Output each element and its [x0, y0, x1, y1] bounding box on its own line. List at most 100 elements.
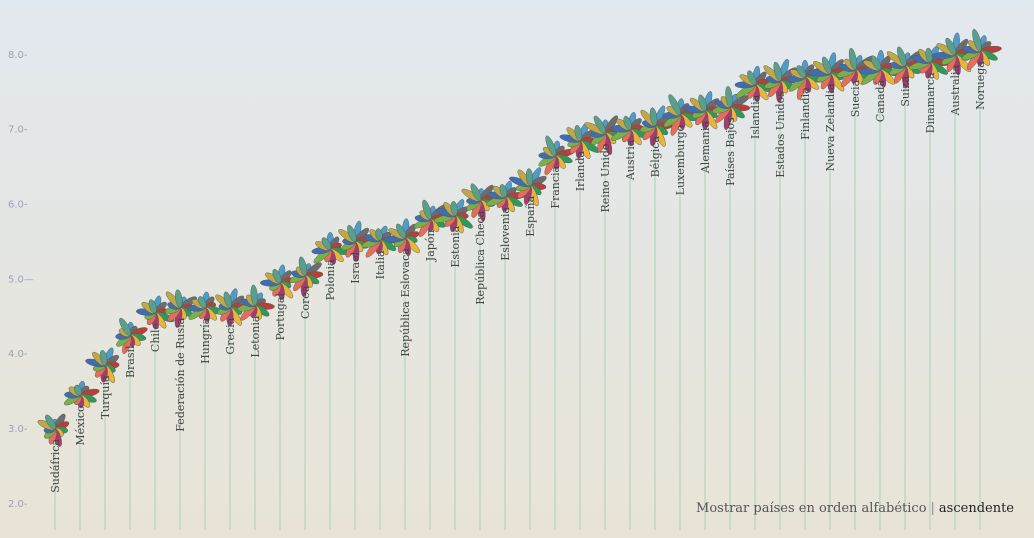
sort-prefix-label: Mostrar países en orden [696, 501, 858, 516]
country-flower[interactable] [289, 256, 324, 297]
flower-petal [668, 94, 681, 116]
flower-petal [897, 46, 907, 67]
country-flower[interactable] [858, 49, 903, 88]
country-flower[interactable] [85, 347, 121, 385]
flower-petal [470, 183, 482, 202]
country-label: Japón [424, 229, 437, 262]
country-flower[interactable] [136, 295, 175, 330]
flower-petal [623, 115, 632, 131]
flower-petal [773, 61, 782, 82]
flower-petal [593, 115, 606, 134]
country-label: Austria [624, 139, 637, 181]
country-label: Italia [374, 250, 387, 279]
country-flower[interactable] [63, 380, 100, 409]
y-tick-label: 6.0- [8, 200, 28, 211]
country-flower[interactable] [559, 122, 601, 161]
country-label: República Eslovaca [399, 248, 412, 357]
country-label: Irlanda [574, 151, 587, 192]
flower-petal [698, 94, 707, 112]
country-label: Turquía [99, 375, 112, 419]
flower-petal [870, 55, 882, 71]
flower-petal [175, 289, 183, 308]
country-flower[interactable] [712, 86, 751, 130]
flower-petal [347, 224, 357, 243]
country-label: Federación de Rusia [174, 317, 187, 431]
flower-petal [99, 350, 108, 366]
country-label: Polonia [324, 259, 337, 300]
country-label: Alemania [699, 121, 712, 175]
flower-petal [250, 284, 258, 306]
country-label: España [524, 195, 537, 236]
country-label: Bélgica [649, 136, 662, 178]
country-label: Letonia [249, 315, 262, 357]
country-label: Hungría [199, 317, 212, 364]
flower-petal [972, 28, 982, 52]
flower-petal [298, 256, 307, 276]
sort-separator: | [930, 501, 935, 516]
country-label: Brasil [124, 345, 137, 378]
flower-petal [321, 237, 332, 250]
country-flower[interactable] [383, 218, 422, 256]
country-label: Sudáfrica [49, 439, 62, 493]
country-labels: Sudáfrica México Turquía Brasil Chile Federac… [49, 61, 987, 493]
country-flower[interactable] [187, 291, 224, 323]
flower-petal [119, 317, 131, 336]
country-label: Nueva Zelandia [824, 83, 837, 171]
sort-ascending-link[interactable]: ascendente [938, 501, 1014, 516]
y-tick-label: 3.0- [8, 424, 28, 435]
country-flower[interactable] [508, 166, 548, 207]
y-tick-label: 5.0— [8, 274, 34, 285]
y-tick-label: 4.0- [8, 349, 28, 360]
country-flower[interactable] [908, 45, 954, 81]
flower-petal [725, 86, 733, 108]
flower-petal [148, 299, 157, 314]
sort-alphabetical-link[interactable]: alfabético [861, 501, 927, 516]
country-flower[interactable] [260, 264, 295, 301]
flower-petal [223, 291, 232, 309]
flower-petal [499, 184, 508, 198]
y-tick-label: 7.0- [8, 125, 28, 136]
country-label: Países Bajos [724, 117, 737, 186]
country-flower[interactable] [537, 135, 576, 177]
country-label: Reino Unido [599, 143, 612, 212]
flower-petal [848, 47, 857, 71]
country-label: Eslovenia [499, 207, 512, 261]
country-label: Grecia [224, 317, 237, 354]
country-label: Dinamarca [924, 72, 937, 133]
flower-petal [45, 414, 56, 430]
flower-petal [821, 56, 832, 74]
flower-petal [545, 135, 557, 157]
country-flower[interactable] [115, 317, 149, 355]
country-label: Estados Unidos [774, 91, 787, 178]
flower-petal [197, 296, 207, 309]
country-label: Suiza [899, 76, 912, 107]
flower-petal [525, 168, 533, 187]
flower-petal [574, 125, 583, 142]
flower-petal [747, 70, 757, 86]
flower-petal [396, 223, 407, 239]
country-label: Australia [949, 64, 962, 116]
flower-petal [450, 201, 458, 216]
country-flower[interactable] [931, 32, 973, 76]
country-flower[interactable] [460, 182, 498, 222]
sort-controls: Mostrar países en orden alfabético | ascen… [696, 501, 1014, 516]
country-flower[interactable] [237, 284, 275, 323]
country-flower[interactable] [610, 112, 651, 147]
country-flower[interactable] [337, 220, 372, 262]
country-label: Corea [299, 285, 312, 319]
country-flower[interactable] [37, 412, 71, 447]
country-label: Canadá [874, 79, 887, 122]
country-label: Estonia [449, 225, 462, 267]
country-label: República Checa [474, 210, 487, 304]
flower-petal [422, 199, 432, 220]
country-label: Israel [349, 251, 362, 283]
country-flower[interactable] [960, 28, 1002, 71]
country-label: Luxemburgo [674, 124, 687, 195]
flower-petal [796, 65, 807, 78]
country-flower[interactable] [683, 90, 721, 130]
country-flower[interactable] [807, 52, 847, 94]
flower-petal [375, 228, 383, 241]
country-label: Portugal [274, 293, 287, 341]
country-flower[interactable] [433, 198, 474, 234]
y-tick-label: 8.0- [8, 50, 28, 61]
